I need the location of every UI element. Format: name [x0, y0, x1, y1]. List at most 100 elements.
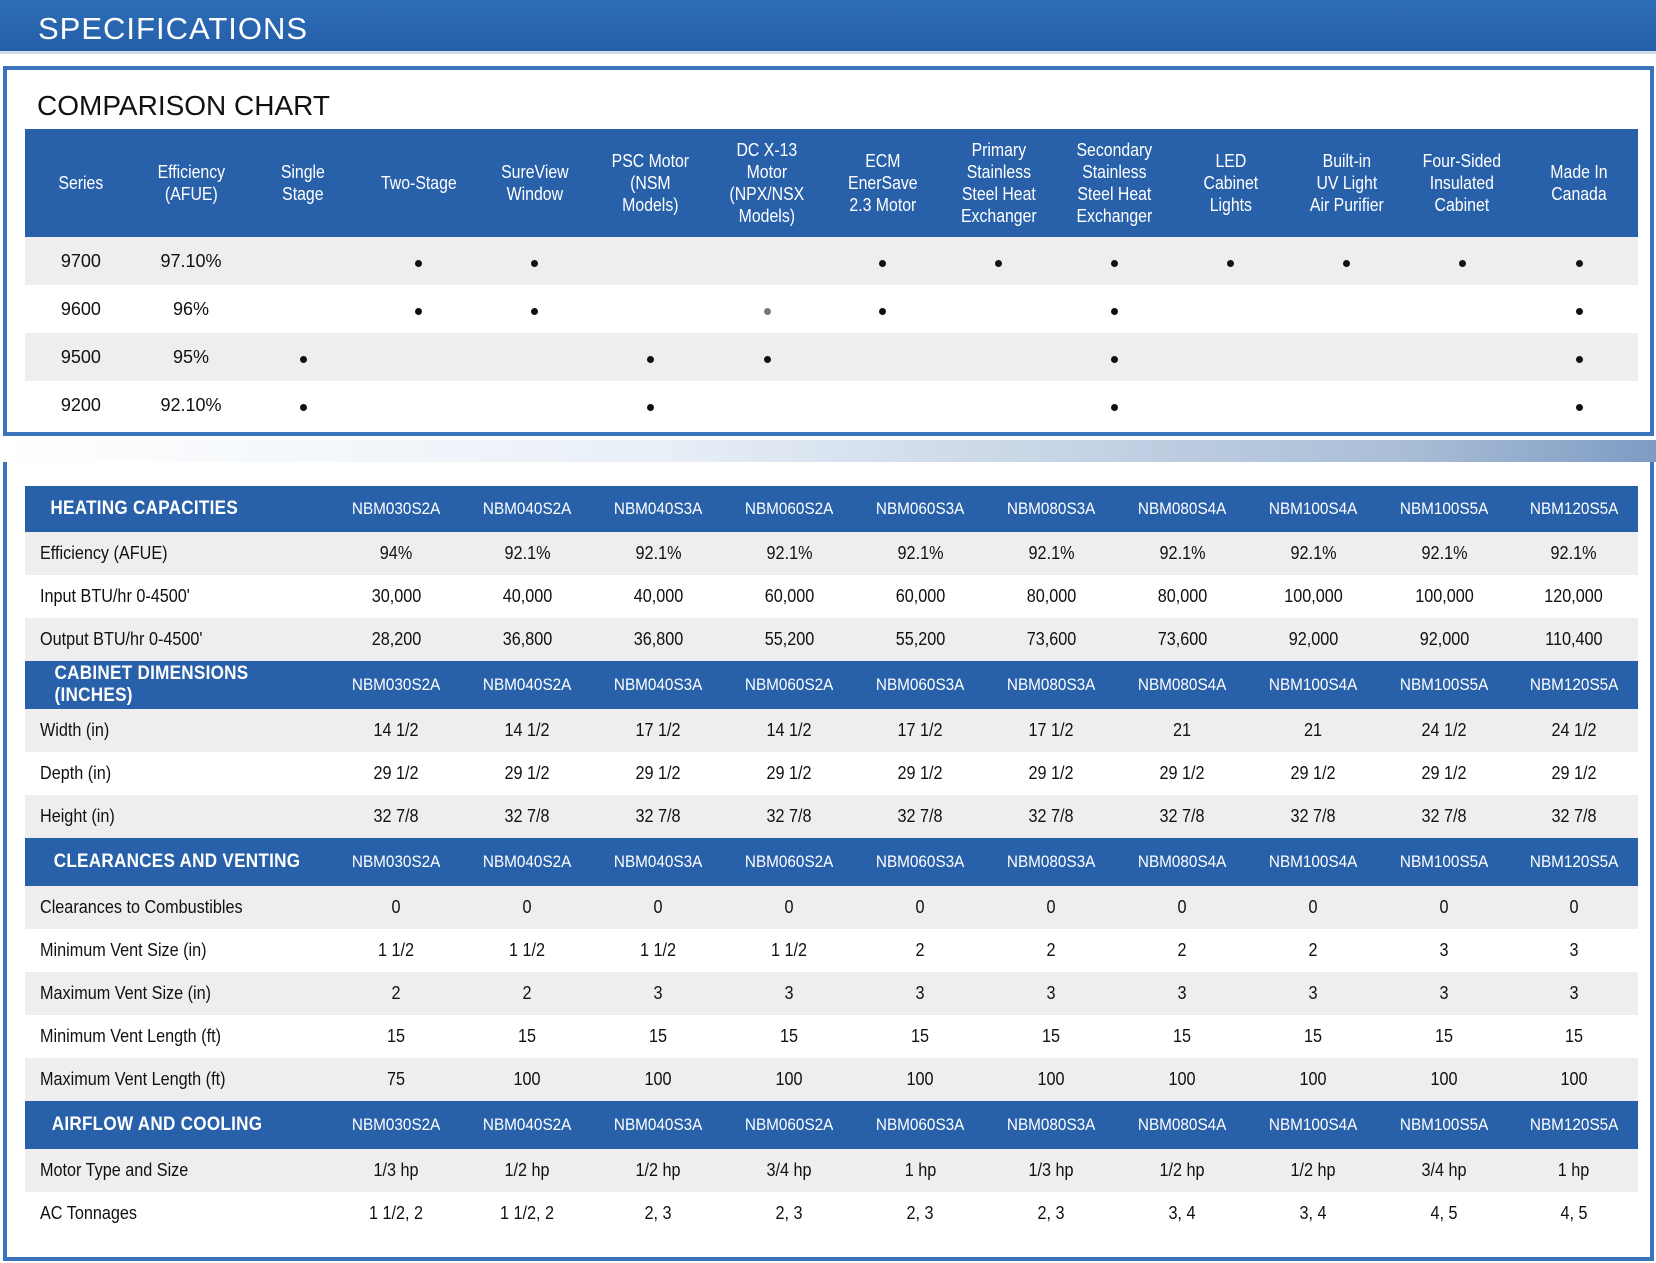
- spec-value: 15: [1173, 1026, 1192, 1046]
- spec-value: 3: [1177, 983, 1187, 1003]
- feature-cell: [940, 381, 1057, 429]
- spec-value: 4, 5: [1430, 1203, 1459, 1223]
- spec-value: 15: [1564, 1026, 1584, 1046]
- feature-cell: [245, 237, 362, 285]
- comparison-column-header: ECM EnerSave 2.3 Motor: [831, 129, 934, 237]
- spec-value: 32 7/8: [1421, 806, 1468, 826]
- spec-value: 32 7/8: [373, 806, 420, 826]
- spec-value-cell: 29 1/2: [462, 752, 593, 795]
- model-header-cell: NBM040S3A: [593, 661, 724, 709]
- spec-value-cell: 24 1/2: [1510, 709, 1638, 752]
- spec-value-cell: 100: [462, 1058, 593, 1101]
- spec-value-cell: 32 7/8: [855, 795, 986, 838]
- feature-cell: [1288, 285, 1405, 333]
- spec-value-cell: 1/3 hp: [986, 1149, 1117, 1192]
- model-number: NBM060S2A: [745, 1115, 834, 1134]
- comparison-column-header-line: UV Light: [1316, 173, 1377, 193]
- spec-label-text: Maximum Vent Length (ft): [40, 1069, 226, 1089]
- spec-value: 36,800: [502, 629, 553, 649]
- model-header-cell: NBM080S3A: [986, 486, 1117, 532]
- spec-value: 29 1/2: [1551, 763, 1597, 783]
- comparison-column-header-line: Steel Heat: [961, 184, 1036, 204]
- spec-value-cell: 100: [855, 1058, 986, 1101]
- model-number: NBM060S2A: [745, 675, 834, 694]
- feature-cell: [476, 381, 593, 429]
- spec-row: Motor Type and Size 1/3 hp 1/2 hp 1/2 hp 3/4…: [25, 1149, 1638, 1192]
- comparison-column-header: Secondary Stainless Steel Heat Exchanger: [1063, 129, 1167, 237]
- model-number: NBM060S2A: [745, 852, 834, 871]
- spec-value: 2, 3: [775, 1203, 804, 1223]
- section-title-text: AIRFLOW AND COOLING: [51, 1114, 263, 1135]
- model-number: NBM030S2A: [352, 1115, 441, 1134]
- comparison-column-header-line: Cabinet: [1203, 173, 1259, 193]
- model-header-cell: NBM100S4A: [1248, 838, 1379, 886]
- model-number: NBM040S3A: [614, 1115, 703, 1134]
- spec-value-cell: 30,000: [331, 575, 462, 618]
- efficiency-cell: 92.10%: [136, 381, 246, 429]
- spec-value-cell: 94%: [331, 532, 462, 575]
- model-header-cell: NBM080S4A: [1117, 1101, 1248, 1149]
- spec-value: 3: [1569, 983, 1579, 1003]
- feature-bullet-icon: [1111, 259, 1119, 267]
- spec-value-cell: 2: [462, 972, 593, 1015]
- spec-value-cell: 92.1%: [855, 532, 986, 575]
- spec-value-cell: 100: [1379, 1058, 1510, 1101]
- spec-value: 80,000: [1157, 586, 1208, 606]
- spec-value-cell: 0: [986, 886, 1117, 929]
- spec-value: 32 7/8: [1159, 806, 1206, 826]
- spec-value-cell: 55,200: [724, 618, 855, 661]
- feature-cell: [476, 333, 593, 381]
- feature-cell: [709, 237, 825, 285]
- spec-value: 32 7/8: [1028, 806, 1075, 826]
- spec-value: 1/3 hp: [1028, 1160, 1075, 1180]
- feature-bullet-icon: [1575, 307, 1583, 315]
- model-header-cell: NBM080S4A: [1117, 486, 1248, 532]
- comparison-column-header: Four-Sided Insulated Cabinet: [1411, 129, 1514, 237]
- spec-value: 1 hp: [904, 1160, 937, 1180]
- model-header-cell: NBM100S5A: [1379, 1101, 1510, 1149]
- spec-value: 0: [1177, 897, 1187, 917]
- spec-value: 92.1%: [766, 543, 813, 563]
- spec-value: 21: [1304, 720, 1323, 740]
- spec-value: 14 1/2: [766, 720, 813, 740]
- comparison-column-header-line: SureView: [500, 162, 569, 182]
- model-number: NBM060S3A: [876, 499, 965, 518]
- feature-cell: [592, 381, 710, 429]
- spec-value-cell: 0: [593, 886, 724, 929]
- spec-value: 29 1/2: [1421, 763, 1468, 783]
- model-header-cell: NBM040S2A: [462, 1101, 593, 1149]
- spec-value-cell: 80,000: [1117, 575, 1248, 618]
- spec-value-cell: 100: [1510, 1058, 1638, 1101]
- spec-value: 0: [391, 897, 401, 917]
- model-header-cell: NBM030S2A: [331, 486, 462, 532]
- spec-value-cell: 92.1%: [462, 532, 593, 575]
- feature-bullet-icon: [1458, 259, 1466, 267]
- spec-value: 14 1/2: [504, 720, 551, 740]
- model-number: NBM100S5A: [1400, 675, 1489, 694]
- model-header-cell: NBM040S2A: [462, 838, 593, 886]
- comparison-column-header: Efficiency (AFUE): [143, 129, 239, 237]
- comparison-column-header: Two-Stage: [368, 129, 470, 237]
- model-header-cell: NBM060S2A: [724, 486, 855, 532]
- spec-value: 110,400: [1545, 629, 1603, 649]
- spec-value-cell: 32 7/8: [331, 795, 462, 838]
- feature-bullet-icon: [763, 355, 771, 363]
- spec-value-cell: 3/4 hp: [724, 1149, 855, 1192]
- spec-value-cell: 29 1/2: [1379, 752, 1510, 795]
- spec-value-cell: 15: [593, 1015, 724, 1058]
- spec-value-cell: 92.1%: [1510, 532, 1638, 575]
- spec-row: Width (in) 14 1/2 14 1/2 17 1/2 14 1/2 17 1/2…: [25, 709, 1638, 752]
- model-header-cell: NBM040S3A: [593, 486, 724, 532]
- model-number: NBM040S3A: [614, 499, 703, 518]
- feature-bullet-icon: [299, 355, 307, 363]
- spec-value: 29 1/2: [373, 763, 420, 783]
- specifications-panel: HEATING CAPACITIES NBM030S2A NBM040S2A NBM0…: [3, 462, 1654, 1261]
- spec-label: Motor Type and Size: [25, 1149, 331, 1192]
- spec-value-cell: 92.1%: [1379, 532, 1510, 575]
- spec-label: Output BTU/hr 0-4500': [25, 618, 331, 661]
- spec-value: 2: [915, 940, 925, 960]
- spec-value-cell: 32 7/8: [986, 795, 1117, 838]
- spec-value-cell: 2, 3: [724, 1192, 855, 1235]
- model-number: NBM080S4A: [1138, 852, 1227, 871]
- comparison-column-header-line: Cabinet: [1434, 195, 1490, 215]
